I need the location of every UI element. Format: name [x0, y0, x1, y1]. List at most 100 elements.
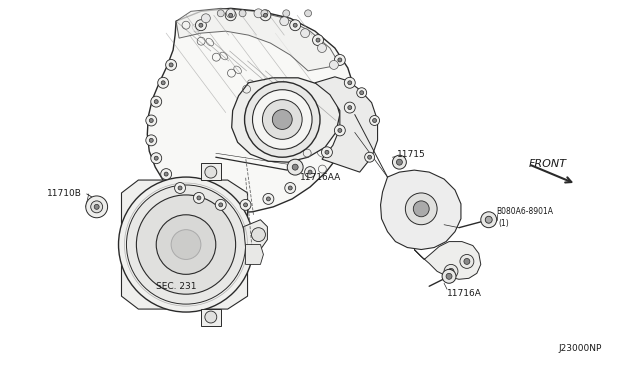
Circle shape	[481, 212, 497, 228]
Circle shape	[244, 82, 320, 157]
Circle shape	[195, 20, 206, 31]
Circle shape	[161, 81, 165, 85]
Circle shape	[261, 10, 268, 17]
Text: 11716A: 11716A	[447, 289, 482, 298]
Circle shape	[308, 170, 312, 174]
Circle shape	[370, 116, 380, 125]
Circle shape	[485, 216, 492, 223]
Circle shape	[301, 29, 310, 38]
Circle shape	[146, 115, 157, 126]
Circle shape	[264, 13, 268, 17]
Circle shape	[202, 14, 211, 23]
Circle shape	[197, 196, 201, 200]
Circle shape	[293, 23, 297, 27]
Circle shape	[334, 54, 346, 65]
Circle shape	[356, 88, 367, 98]
Circle shape	[94, 204, 99, 209]
Polygon shape	[176, 8, 340, 71]
Circle shape	[239, 10, 246, 17]
Circle shape	[360, 91, 364, 95]
Circle shape	[157, 77, 168, 88]
Circle shape	[219, 203, 223, 207]
Circle shape	[253, 90, 312, 149]
Polygon shape	[122, 180, 248, 309]
Polygon shape	[414, 241, 481, 279]
Circle shape	[290, 20, 301, 31]
Circle shape	[348, 81, 352, 85]
Text: 11710B: 11710B	[47, 189, 82, 198]
Circle shape	[86, 196, 108, 218]
Circle shape	[285, 183, 296, 193]
Text: B080A6-8901A: B080A6-8901A	[497, 207, 554, 216]
Circle shape	[151, 96, 162, 107]
Circle shape	[127, 185, 246, 304]
Circle shape	[464, 259, 470, 264]
Circle shape	[288, 186, 292, 190]
Circle shape	[344, 102, 355, 113]
Circle shape	[444, 264, 458, 278]
Circle shape	[254, 9, 263, 18]
Circle shape	[305, 10, 312, 17]
Circle shape	[460, 254, 474, 268]
Circle shape	[396, 159, 403, 165]
Circle shape	[156, 215, 216, 274]
Circle shape	[205, 166, 217, 178]
Circle shape	[149, 138, 153, 142]
Circle shape	[136, 195, 236, 294]
Circle shape	[413, 201, 429, 217]
Circle shape	[344, 77, 355, 88]
Text: 11716AA: 11716AA	[300, 173, 341, 182]
Circle shape	[161, 169, 172, 180]
Text: 11715: 11715	[397, 150, 426, 159]
Circle shape	[280, 17, 289, 26]
Circle shape	[154, 156, 158, 160]
Circle shape	[263, 193, 274, 204]
Circle shape	[372, 119, 376, 122]
Circle shape	[240, 199, 251, 210]
Circle shape	[91, 201, 102, 213]
Circle shape	[262, 100, 302, 140]
Polygon shape	[201, 309, 221, 326]
Circle shape	[266, 197, 270, 201]
Circle shape	[175, 183, 186, 193]
Circle shape	[305, 167, 316, 177]
Circle shape	[169, 63, 173, 67]
Circle shape	[448, 268, 454, 274]
Circle shape	[334, 125, 346, 136]
Circle shape	[405, 193, 437, 225]
Circle shape	[164, 172, 168, 176]
Circle shape	[317, 44, 326, 52]
Circle shape	[178, 186, 182, 190]
Circle shape	[149, 119, 153, 122]
Circle shape	[392, 155, 406, 169]
Circle shape	[312, 35, 323, 45]
Circle shape	[166, 60, 177, 70]
Polygon shape	[201, 163, 221, 180]
Circle shape	[321, 147, 332, 158]
Circle shape	[225, 10, 236, 21]
Polygon shape	[244, 220, 268, 250]
Circle shape	[338, 128, 342, 132]
Text: SEC. 231: SEC. 231	[156, 282, 196, 291]
Polygon shape	[147, 8, 355, 213]
Circle shape	[215, 199, 226, 210]
Text: FRONT: FRONT	[529, 159, 566, 169]
Circle shape	[193, 192, 204, 203]
Circle shape	[154, 100, 158, 104]
Circle shape	[217, 10, 224, 17]
Circle shape	[348, 106, 352, 110]
Circle shape	[338, 58, 342, 62]
Circle shape	[316, 38, 320, 42]
Circle shape	[199, 23, 203, 27]
Circle shape	[442, 269, 456, 283]
Polygon shape	[315, 77, 378, 172]
Circle shape	[330, 60, 339, 69]
Circle shape	[292, 164, 298, 170]
Polygon shape	[232, 78, 340, 162]
Circle shape	[365, 152, 374, 162]
Circle shape	[273, 110, 292, 129]
Circle shape	[228, 13, 233, 17]
Circle shape	[244, 203, 248, 207]
Circle shape	[325, 150, 329, 154]
Circle shape	[205, 311, 217, 323]
